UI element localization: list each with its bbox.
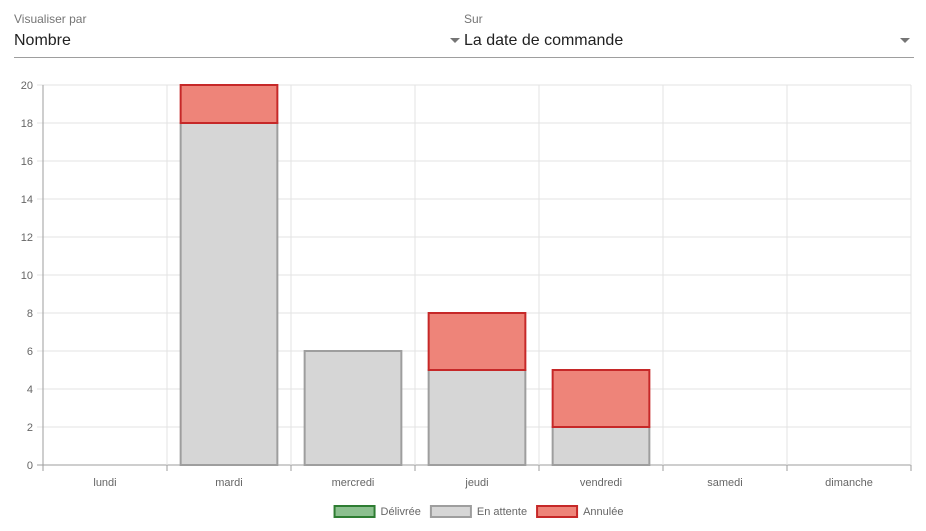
bar (551, 369, 651, 428)
x-tick-label: vendredi (580, 477, 622, 489)
bar (179, 84, 279, 124)
y-tick-label: 12 (21, 232, 33, 244)
y-tick-label: 18 (21, 118, 33, 130)
bar (303, 350, 403, 466)
date-field-value: La date de commande (464, 32, 624, 49)
legend-swatch (429, 505, 472, 518)
chart-axes: 0 2 4 6 8 10 12 14 16 18 20 lundi mardi mercredi jeudi… (21, 80, 912, 489)
date-field-underline (464, 57, 914, 58)
legend-label: Annulée (583, 506, 623, 518)
y-tick-label: 4 (27, 384, 33, 396)
y-tick-label: 8 (27, 308, 33, 320)
chevron-down-icon (450, 38, 460, 43)
orders-bar-chart: 0 2 4 6 8 10 12 14 16 18 20 lundi mardi mercredi jeudi… (21, 80, 912, 518)
y-tick-label: 6 (27, 346, 33, 358)
chevron-down-icon (900, 38, 910, 43)
chart-legend: Délivrée En attente Annulée (333, 505, 623, 518)
legend-swatch (333, 505, 376, 518)
legend-label: En attente (477, 506, 527, 518)
visualize-by-select[interactable]: Visualiser par Nombre (14, 0, 464, 60)
visualize-by-underline (14, 57, 464, 58)
legend-swatch (536, 505, 579, 518)
date-field-select[interactable]: Sur La date de commande (464, 0, 914, 60)
x-tick-label: dimanche (825, 477, 873, 489)
x-tick-label: mardi (215, 477, 243, 489)
legend-label: Délivrée (381, 506, 421, 518)
y-tick-label: 14 (21, 194, 33, 206)
bar (427, 312, 527, 371)
y-tick-label: 2 (27, 422, 33, 434)
date-field-label: Sur (464, 12, 483, 26)
x-tick-label: samedi (707, 477, 742, 489)
bar (427, 369, 527, 466)
bar (179, 122, 279, 466)
chart-bars (179, 84, 651, 466)
y-tick-label: 10 (21, 270, 33, 282)
bar (551, 426, 651, 466)
y-tick-label: 16 (21, 156, 33, 168)
x-tick-label: jeudi (464, 477, 488, 489)
visualize-by-label: Visualiser par (14, 12, 87, 26)
y-tick-label: 0 (27, 460, 33, 472)
y-tick-label: 20 (21, 80, 33, 92)
visualize-by-value: Nombre (14, 32, 71, 49)
x-tick-label: lundi (93, 477, 116, 489)
x-tick-label: mercredi (332, 477, 375, 489)
